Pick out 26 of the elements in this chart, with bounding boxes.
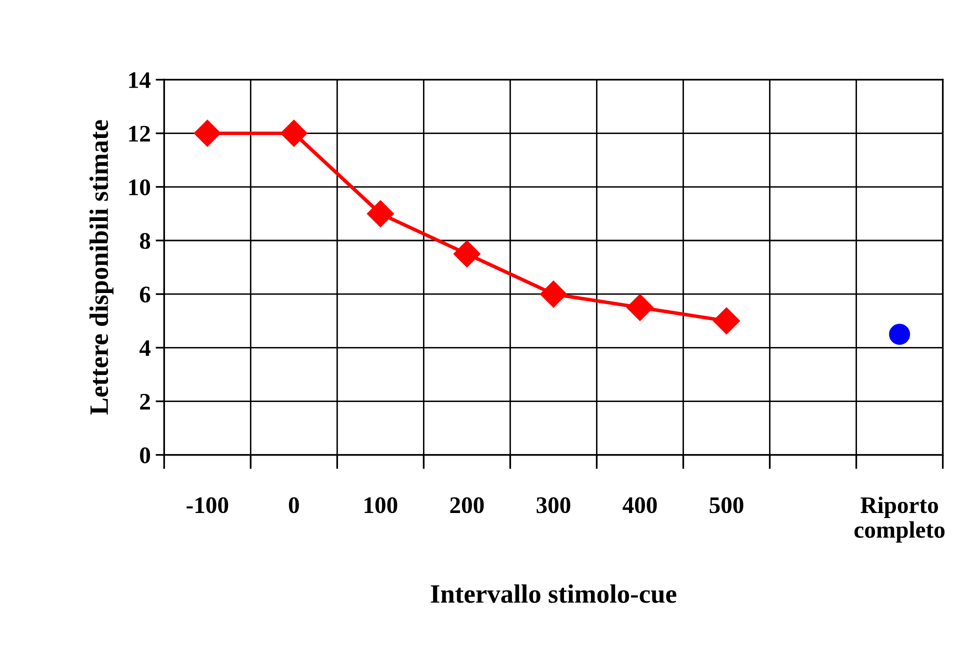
point [366, 200, 394, 228]
y-axis-title: Lettere disponibili stimate [90, 120, 114, 415]
point [626, 294, 654, 321]
x-tick-label: 400 [622, 497, 657, 514]
x-tick-label: 0 [288, 497, 299, 514]
point [540, 280, 567, 308]
point [194, 120, 221, 147]
x-axis-title: Intervallo stimolo-cue [430, 584, 676, 603]
y-tick-label: 14 [129, 72, 151, 88]
x-tick-label: 500 [710, 497, 744, 514]
point [713, 307, 740, 334]
x-tick-label: Riporto completo [854, 496, 945, 543]
y-tick-label: 12 [129, 126, 150, 142]
y-tick-label: 6 [140, 286, 150, 303]
y-tick-label: 8 [140, 232, 150, 249]
point [889, 324, 910, 345]
y-tick-label: 2 [140, 394, 150, 410]
x-tick-label: 300 [536, 497, 570, 514]
x-tick-label: 200 [450, 497, 484, 514]
point [453, 240, 480, 268]
x-tick-label: -100 [186, 497, 228, 514]
x-tick-label: 100 [364, 497, 398, 514]
point [280, 120, 308, 147]
y-tick-label: 4 [139, 340, 151, 356]
y-tick-label: 10 [129, 179, 150, 196]
y-tick-label: 0 [140, 447, 150, 464]
